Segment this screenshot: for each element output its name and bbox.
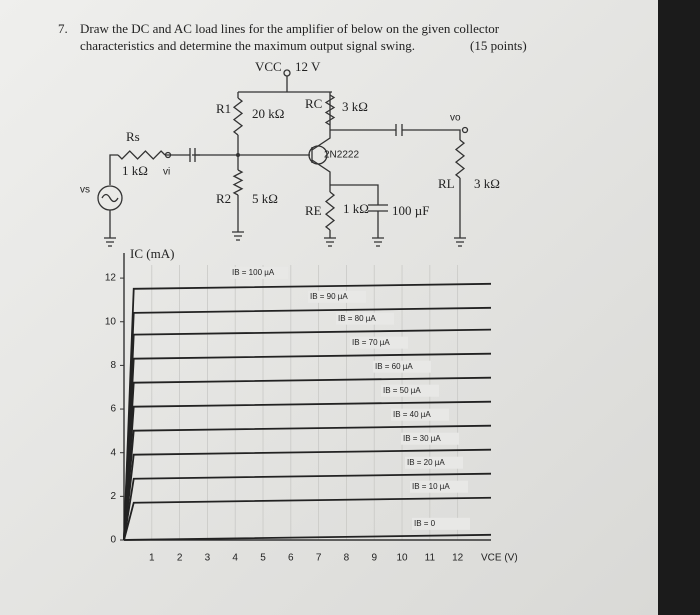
resistor [324, 191, 336, 231]
curve-label: IB = 70 µA [352, 338, 390, 347]
curve-label: IB = 10 µA [412, 482, 450, 491]
circuit: VCC 12 V R1 20 kΩ RC 3 kΩ Rs 1 kΩ vi vs … [80, 59, 500, 247]
curve [123, 448, 492, 541]
label: vs [80, 185, 90, 196]
x-axis-label: VCE (V) [481, 553, 518, 564]
curve-label: IB = 0 [414, 519, 436, 528]
label: 20 kΩ [252, 106, 284, 121]
wire [192, 92, 310, 241]
label-bg [410, 480, 468, 493]
label-bg [373, 360, 431, 373]
curve [123, 496, 492, 541]
paper [0, 0, 658, 615]
resistor [324, 94, 336, 126]
y-tick-label: 0 [110, 535, 116, 546]
label-bg [412, 517, 470, 530]
label: Rs [126, 129, 140, 144]
label: VCC [255, 59, 282, 74]
label: vi [163, 167, 170, 178]
label: R2 [216, 191, 231, 206]
x-tick-label: 1 [149, 553, 155, 564]
wire [311, 92, 466, 247]
label: 12 V [295, 59, 321, 74]
label: 1 kΩ [122, 163, 148, 178]
curve-label: IB = 90 µA [310, 292, 348, 301]
label: 5 kΩ [252, 191, 278, 206]
terminal [164, 151, 172, 159]
x-tick-label: 8 [344, 553, 350, 564]
label-bg [381, 384, 439, 397]
resistor [232, 169, 244, 196]
label: vo [450, 113, 461, 124]
label: 100 µF [392, 203, 429, 218]
curve-label: IB = 50 µA [383, 386, 421, 395]
terminal [461, 126, 469, 134]
x-tick-label: 5 [260, 553, 266, 564]
curve [123, 424, 492, 541]
label-bg [405, 456, 463, 469]
points: (15 points) [470, 38, 527, 53]
x-tick-label: 11 [425, 553, 436, 564]
label: RE [305, 203, 322, 218]
x-tick-label: 2 [177, 553, 183, 564]
label-bg [230, 266, 288, 279]
x-tick-label: 7 [316, 553, 322, 564]
x-tick-label: 4 [232, 553, 238, 564]
y-tick-label: 6 [110, 404, 116, 415]
curve [123, 533, 492, 541]
label: 2N2222 [324, 150, 359, 161]
problem-text: characteristics and determine the maximu… [80, 38, 415, 53]
label: RC [305, 96, 322, 111]
curve-label: IB = 100 µA [232, 268, 275, 277]
wire [101, 193, 119, 247]
wire [238, 76, 332, 93]
label-bg [401, 432, 459, 445]
curve-label: IB = 20 µA [407, 458, 445, 467]
problem-number: 7. [58, 21, 68, 36]
curve-label: IB = 80 µA [338, 314, 376, 323]
label-bg [336, 312, 394, 325]
label: 1 kΩ [343, 201, 369, 216]
label: R1 [216, 101, 231, 116]
x-tick-label: 10 [396, 553, 408, 564]
label-bg [391, 408, 449, 421]
y-tick-label: 12 [105, 273, 117, 284]
curve [123, 472, 492, 541]
curve-label: IB = 30 µA [403, 434, 441, 443]
resistor [454, 139, 466, 179]
label-bg [350, 336, 408, 349]
resistor [117, 150, 166, 160]
label-bg [308, 290, 366, 303]
y-axis-label: IC (mA) [130, 246, 174, 261]
y-tick-label: 10 [105, 316, 117, 327]
resistor [232, 97, 244, 136]
problem-text: Draw the DC and AC load lines for the am… [80, 21, 500, 36]
curve-label: IB = 60 µA [375, 362, 413, 371]
y-tick-label: 2 [110, 491, 116, 502]
x-tick-label: 6 [288, 553, 294, 564]
y-tick-label: 8 [110, 360, 116, 371]
label: 3 kΩ [342, 99, 368, 114]
x-tick-label: 3 [205, 553, 211, 564]
node [236, 153, 240, 157]
curve-label: IB = 40 µA [393, 410, 431, 419]
x-tick-label: 12 [452, 553, 464, 564]
x-tick-label: 9 [371, 553, 377, 564]
label: RL [438, 176, 455, 191]
y-tick-label: 4 [110, 447, 116, 458]
label: 3 kΩ [474, 176, 500, 191]
